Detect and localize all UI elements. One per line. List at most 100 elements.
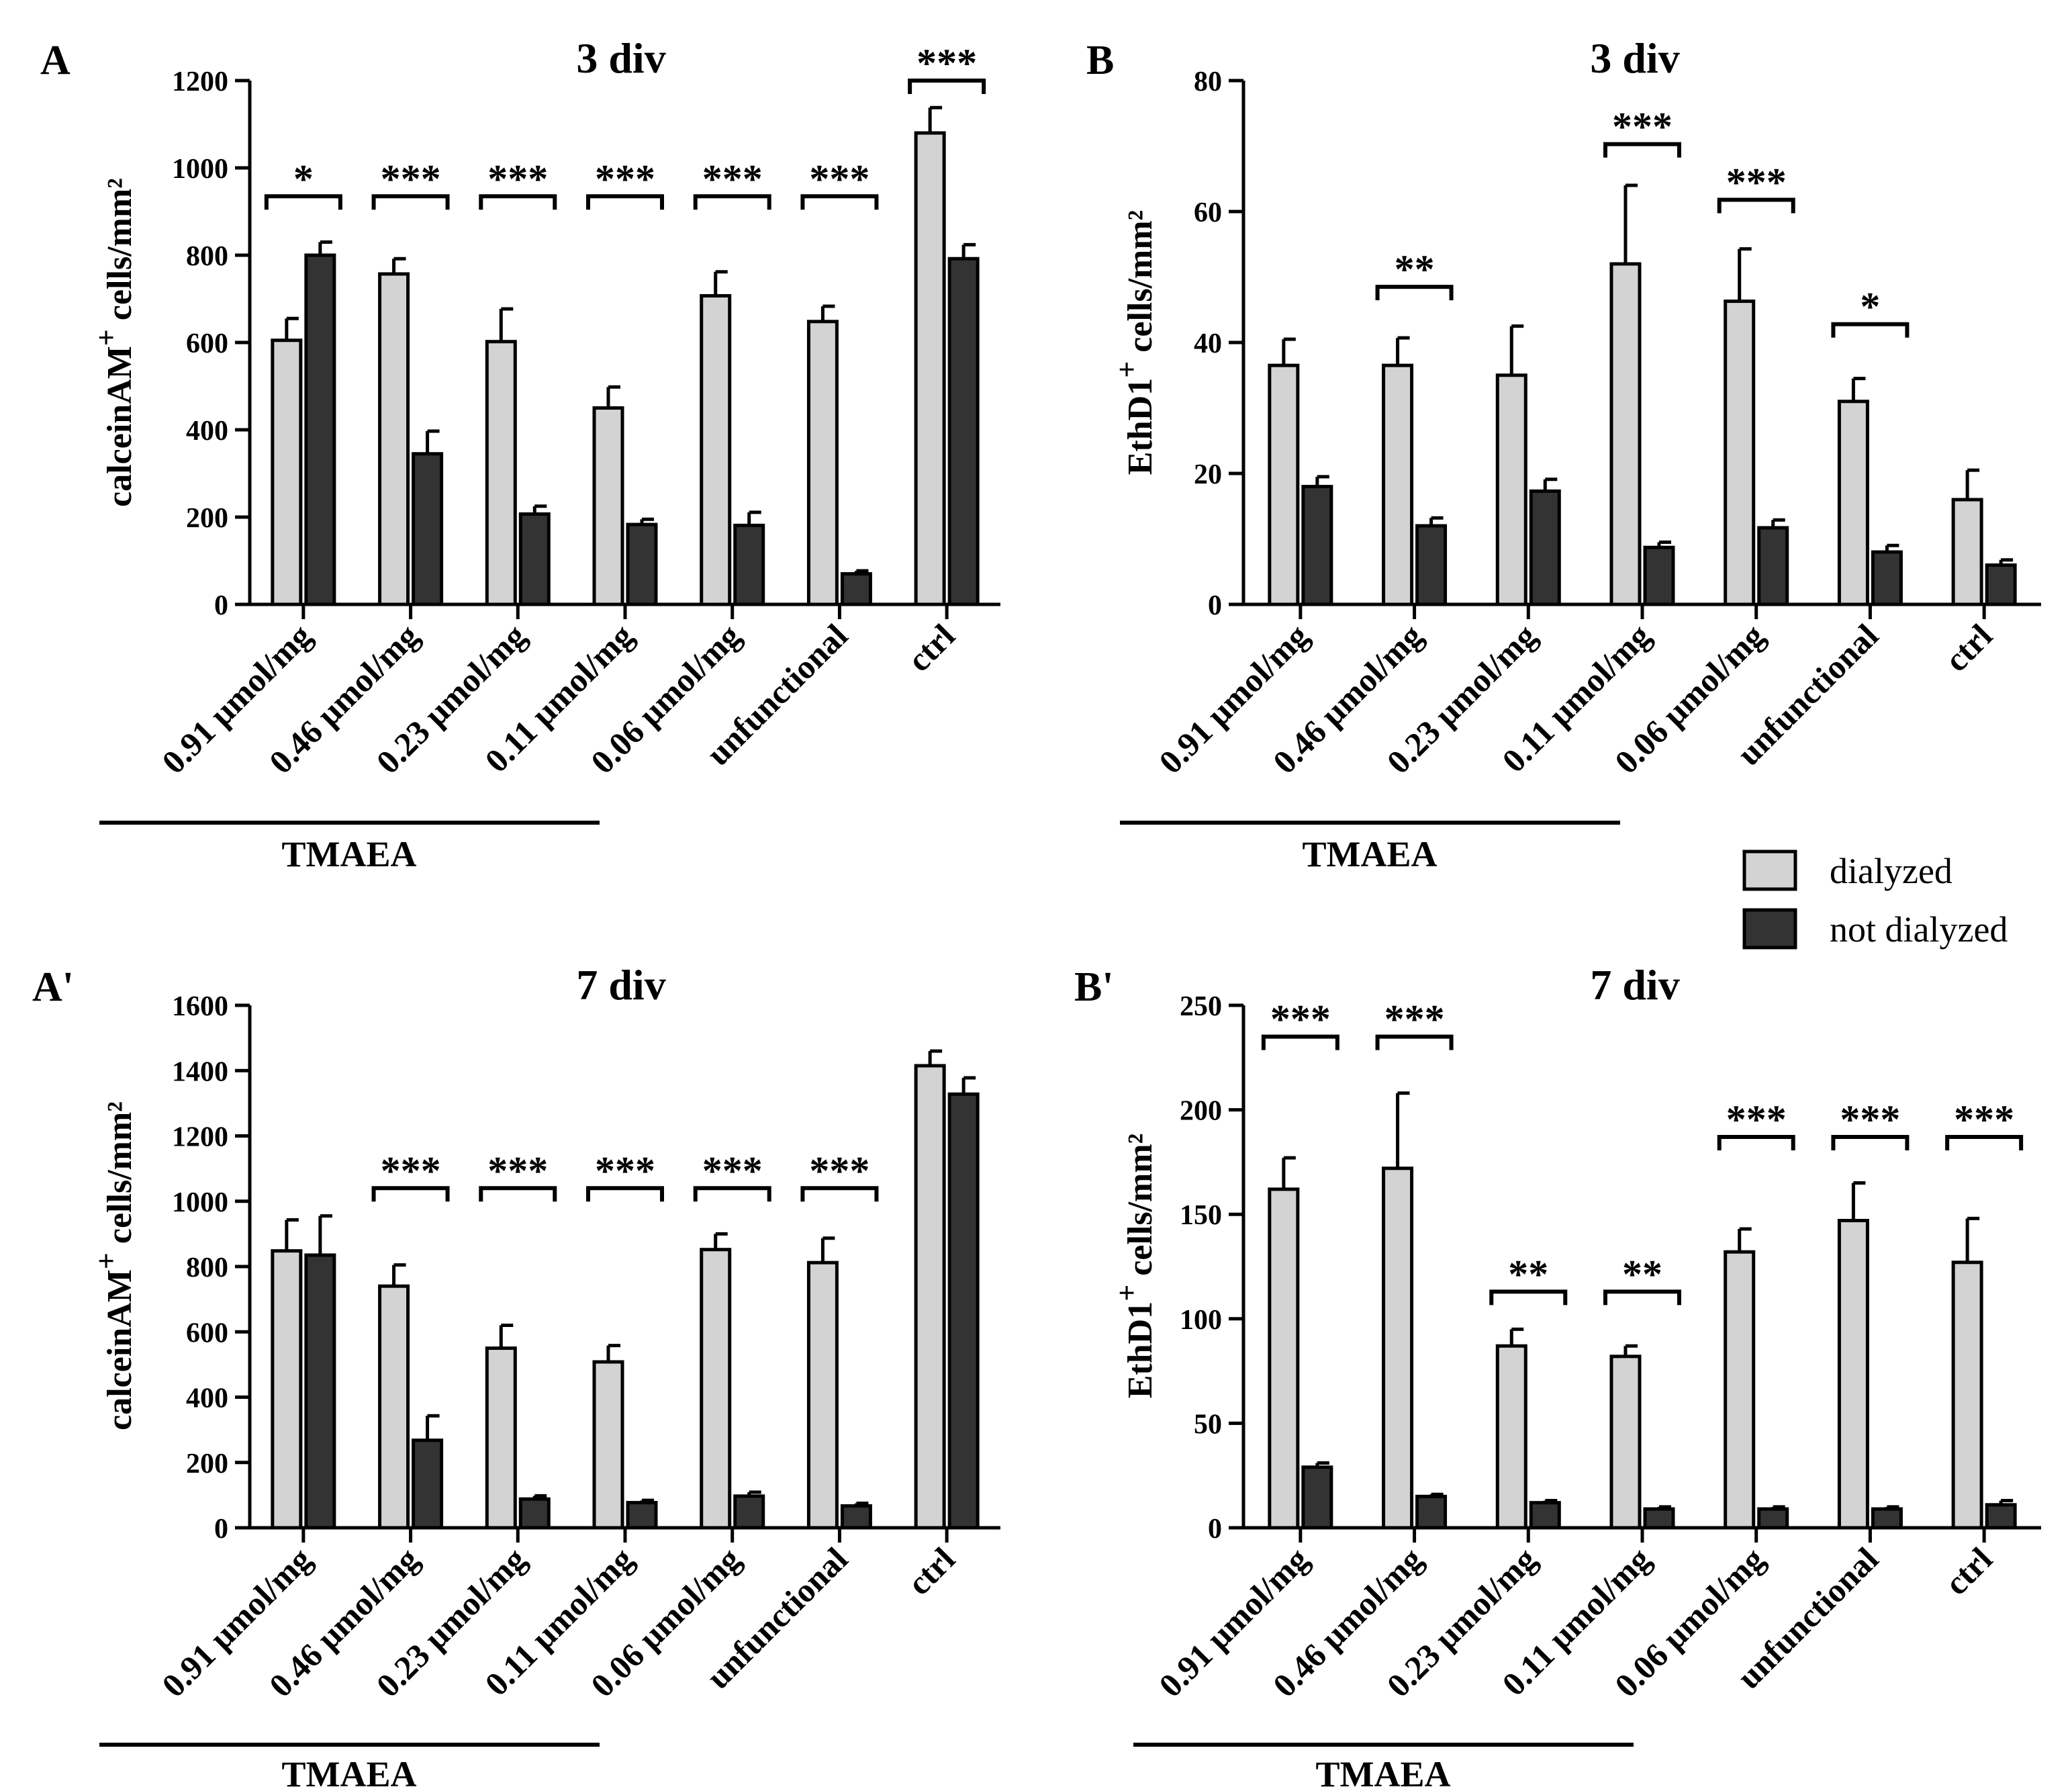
panel-a-not-dialyzed-ctrl-bar <box>947 257 980 606</box>
panel-b-prime-sig-0-06-umol-mg-label: *** <box>1726 1097 1787 1142</box>
panel-a-sig-0-46-umol-mg-label: *** <box>381 156 441 201</box>
panel-b-prime-ylabel: EthD1+ cells/mm² <box>1111 1134 1160 1399</box>
panel-a-dialyzed-0-91-umol-mg-bar <box>271 338 303 606</box>
panel-b-prime-sig-0-23-umol-mg-bracket <box>1489 1289 1568 1305</box>
panel-a-prime-not-dialyzed-0-11-umol-mg-bar <box>626 1501 658 1530</box>
panel-a-not-dialyzed-0-06-umol-mg-bar <box>733 523 765 606</box>
panel-b-prime-not-dialyzed-0-91-umol-mg-bar <box>1301 1465 1333 1530</box>
panel-b-prime-sig-ctrl-label: *** <box>1954 1097 2014 1142</box>
panel-a-sig-0-91-umol-mg-label: * <box>293 156 314 201</box>
panel-a-sig-0-06-umol-mg-bracket <box>693 194 771 210</box>
panel-a-dialyzed-ctrl-bar <box>914 131 946 606</box>
panel-b-letter: B <box>1086 38 1114 83</box>
panel-b-prime-sig-unfunctional-label: *** <box>1840 1097 1900 1142</box>
panel-b-not-dialyzed-ctrl-bar <box>1985 563 2017 606</box>
panel-b-group-label: TMAEA <box>1303 834 1438 874</box>
panel-a-ytick-label-6: 1200 <box>172 66 228 97</box>
panel-a-sig-ctrl-label: *** <box>916 41 977 85</box>
panel-a-sig-ctrl-bracket <box>908 79 986 94</box>
panel-b-prime-category-label-ctrl: ctrl <box>1937 1540 1999 1602</box>
panel-a-prime-not-dialyzed-ctrl-bar <box>947 1092 980 1530</box>
panel-b-prime-dialyzed-ctrl-bar <box>1951 1261 1983 1530</box>
panel-a-dialyzed-0-11-umol-mg-bar <box>592 406 624 606</box>
panel-b-sig-0-06-umol-mg-bracket <box>1717 197 1795 214</box>
panel-a-not-dialyzed-0-91-umol-mg-bar <box>304 253 336 606</box>
panel-b-sig-0-46-umol-mg-label: ** <box>1395 247 1435 291</box>
panel-a-prime-ytick-label-4: 800 <box>186 1252 228 1283</box>
panel-b-ylabel: EthD1+ cells/mm² <box>1111 210 1160 475</box>
panel-a-dialyzed-unfunctional-bar <box>806 320 839 606</box>
panel-a-prime-sig-unfunctional-bracket <box>800 1186 879 1202</box>
panel-b-category-label-ctrl: ctrl <box>1937 616 1999 679</box>
panel-a-prime-sig-0-11-umol-mg-bracket <box>586 1186 664 1202</box>
panel-a-prime-dialyzed-0-91-umol-mg-bar <box>271 1249 303 1530</box>
panel-a-prime-letter: A' <box>32 964 74 1010</box>
panel-b-sig-unfunctional-bracket <box>1831 322 1910 338</box>
panel-b-prime-ytick-label-2: 100 <box>1180 1305 1222 1336</box>
panel-b-prime-dialyzed-unfunctional-bar <box>1837 1219 1869 1530</box>
panel-b-not-dialyzed-0-46-umol-mg-bar <box>1415 524 1448 606</box>
panel-b-prime-dialyzed-0-23-umol-mg-bar <box>1495 1344 1527 1530</box>
panel-a-prime-sig-0-23-umol-mg-label: *** <box>487 1148 548 1193</box>
panel-a-prime-sig-0-06-umol-mg-label: *** <box>702 1148 763 1193</box>
panel-b-sig-0-11-umol-mg-bracket <box>1603 142 1681 158</box>
panel-b-prime-dialyzed-0-91-umol-mg-bar <box>1268 1187 1300 1530</box>
panel-b-prime-not-dialyzed-unfunctional-bar <box>1871 1507 1903 1530</box>
panel-a-sig-0-11-umol-mg-bracket <box>586 194 664 210</box>
panel-a-prime-title: 7 div <box>576 961 665 1009</box>
panel-a-ytick-label-5: 1000 <box>172 154 228 185</box>
panel-b-prime-title: 7 div <box>1590 961 1679 1009</box>
panel-a-ytick-label-2: 400 <box>186 416 228 447</box>
panel-a-ytick-label-0: 0 <box>214 590 228 621</box>
panel-a-sig-0-11-umol-mg-label: *** <box>595 156 655 201</box>
panel-a-ytick-label-1: 200 <box>186 503 228 534</box>
panel-b-sig-0-06-umol-mg-label: *** <box>1726 160 1787 204</box>
legend-swatch-not-dialyzed <box>1742 908 1797 950</box>
panel-a-prime-ytick-label-3: 600 <box>186 1318 228 1348</box>
panel-a-prime-ytick-label-5: 1000 <box>172 1187 228 1218</box>
panel-a-prime-dialyzed-0-06-umol-mg-bar <box>700 1248 732 1530</box>
panel-a-prime-ytick-label-6: 1200 <box>172 1122 228 1153</box>
panel-a-prime-dialyzed-0-23-umol-mg-bar <box>485 1346 517 1530</box>
panel-a-category-label-ctrl: ctrl <box>900 616 962 679</box>
panel-a-prime-dialyzed-ctrl-bar <box>914 1064 946 1530</box>
panel-b-not-dialyzed-0-23-umol-mg-bar <box>1529 489 1561 606</box>
panel-a-not-dialyzed-0-46-umol-mg-bar <box>412 452 444 606</box>
panel-a-sig-unfunctional-bracket <box>800 194 879 210</box>
panel-a-sig-0-23-umol-mg-label: *** <box>487 156 548 201</box>
panel-b-sig-unfunctional-label: * <box>1860 285 1880 329</box>
panel-a-group-label: TMAEA <box>282 834 417 874</box>
panel-a-prime-ytick-label-2: 400 <box>186 1383 228 1414</box>
panel-b-prime-ytick-label-0: 0 <box>1208 1514 1222 1545</box>
panel-b-dialyzed-unfunctional-bar <box>1837 400 1869 606</box>
panel-b-prime-sig-0-91-umol-mg-label: *** <box>1270 997 1331 1042</box>
panel-b-prime-not-dialyzed-0-06-umol-mg-bar <box>1757 1507 1789 1530</box>
panel-a-prime-category-label-ctrl: ctrl <box>900 1540 962 1602</box>
panel-b-dialyzed-0-06-umol-mg-bar <box>1724 300 1756 606</box>
panel-a-prime-ytick-label-7: 1400 <box>172 1056 228 1087</box>
panel-a-prime-not-dialyzed-0-46-umol-mg-bar <box>412 1438 444 1530</box>
panel-b-prime-not-dialyzed-ctrl-bar <box>1985 1503 2017 1530</box>
panel-a-sig-0-46-umol-mg-bracket <box>371 194 450 210</box>
legend-swatch-dialyzed <box>1742 850 1797 891</box>
panel-b-prime-ytick-label-4: 200 <box>1180 1096 1222 1127</box>
panel-b-prime-not-dialyzed-0-11-umol-mg-bar <box>1643 1507 1675 1530</box>
panel-a-not-dialyzed-0-23-umol-mg-bar <box>518 512 551 606</box>
panel-b-prime-letter: B' <box>1074 964 1114 1010</box>
panel-a-dialyzed-0-23-umol-mg-bar <box>485 340 517 606</box>
panel-b-dialyzed-0-23-umol-mg-bar <box>1495 373 1527 606</box>
panel-b-dialyzed-0-91-umol-mg-bar <box>1268 363 1300 606</box>
panel-b-prime-ytick-label-3: 150 <box>1180 1200 1222 1231</box>
panel-b-prime-sig-0-91-umol-mg-bracket <box>1261 1034 1339 1050</box>
panel-a-not-dialyzed-0-11-umol-mg-bar <box>626 522 658 606</box>
panel-a-prime-group-label: TMAEA <box>282 1754 417 1787</box>
panel-b-prime-not-dialyzed-0-23-umol-mg-bar <box>1529 1501 1561 1530</box>
panel-a-prime-sig-0-23-umol-mg-bracket <box>479 1186 557 1202</box>
panel-a-prime-not-dialyzed-unfunctional-bar <box>840 1504 872 1530</box>
panel-a-sig-0-91-umol-mg-bracket <box>264 194 342 210</box>
panel-a-sig-0-06-umol-mg-label: *** <box>702 156 763 201</box>
panel-b-ytick-label-2: 40 <box>1194 328 1222 359</box>
panel-b-prime-sig-ctrl-bracket <box>1945 1135 2024 1151</box>
panel-b-prime-sig-0-46-umol-mg-bracket <box>1375 1034 1454 1050</box>
